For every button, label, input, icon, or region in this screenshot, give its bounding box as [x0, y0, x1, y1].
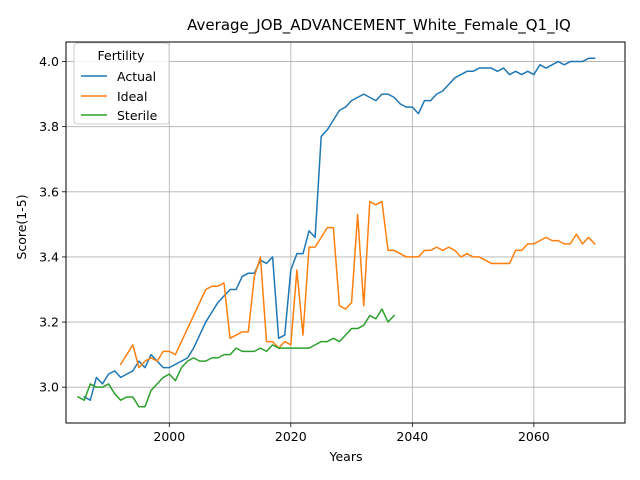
series-lines	[77, 57, 596, 408]
y-tick-label: 3.2	[39, 315, 59, 330]
y-tick-label: 3.0	[39, 380, 59, 395]
chart-title: Average_JOB_ADVANCEMENT_White_Female_Q1_…	[187, 16, 571, 35]
y-axis-ticks: 3.0 3.2 3.4 3.6 3.8 4.0	[39, 54, 66, 395]
x-tick-label: 2060	[518, 429, 550, 444]
legend-label-actual: Actual	[117, 69, 156, 84]
y-tick-label: 4.0	[39, 54, 59, 69]
x-tick-label: 2020	[275, 429, 307, 444]
series-line-sterile	[77, 308, 396, 408]
legend-label-sterile: Sterile	[117, 108, 158, 123]
x-axis-label: Years	[329, 449, 363, 464]
series-line-ideal	[119, 200, 596, 369]
x-axis-ticks: 2000 2020 2040 2060	[153, 423, 550, 444]
x-tick-label: 2000	[153, 429, 185, 444]
plot-area-frame	[65, 41, 626, 424]
legend-label-ideal: Ideal	[117, 89, 147, 104]
x-tick-label: 2040	[396, 429, 428, 444]
y-tick-label: 3.8	[39, 119, 59, 134]
legend-box	[73, 42, 170, 125]
legend-title: Fertility	[98, 48, 146, 63]
y-tick-label: 3.4	[39, 249, 59, 264]
series-line-actual	[83, 57, 596, 401]
y-axis-label: Score(1-5)	[14, 194, 29, 259]
legend: Fertility Actual Ideal Sterile	[73, 42, 170, 125]
grid	[66, 42, 625, 423]
y-tick-label: 3.6	[39, 184, 59, 199]
